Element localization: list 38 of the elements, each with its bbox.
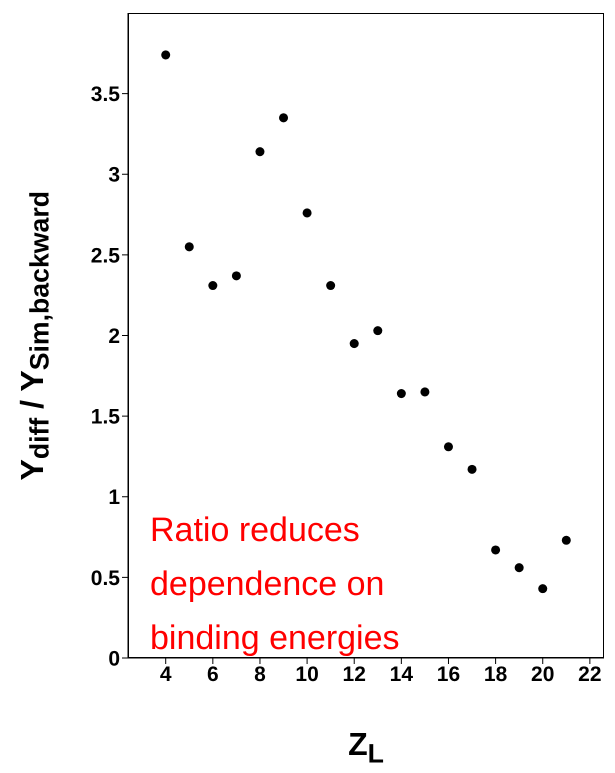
- annotation: Ratio reduces dependence on binding energies: [150, 511, 400, 657]
- point: [326, 281, 336, 290]
- y-tick-label: 0: [108, 647, 120, 670]
- x-tick-label: 16: [436, 662, 460, 686]
- x-tick-label: 12: [342, 662, 366, 686]
- y-tick-label: 1: [108, 486, 120, 510]
- point: [184, 242, 194, 252]
- x-tick-label: 18: [484, 662, 508, 686]
- point: [232, 271, 241, 280]
- y-tick-label: 3.5: [90, 83, 120, 106]
- point: [468, 464, 477, 474]
- point: [373, 326, 382, 336]
- point: [396, 389, 406, 398]
- y-tick-label: 2.5: [90, 244, 120, 268]
- x-tick-label: 10: [295, 662, 319, 686]
- point: [255, 147, 264, 156]
- point: [491, 545, 500, 554]
- point: [420, 387, 430, 396]
- x-tick-label: 22: [578, 662, 602, 686]
- point: [514, 563, 524, 572]
- y-tick-label: 3: [108, 164, 120, 187]
- point: [444, 442, 453, 452]
- x-tick-label: 14: [390, 662, 414, 686]
- x-tick-label: 20: [531, 662, 554, 686]
- x-tick-label: 4: [160, 662, 172, 686]
- x-tick-label: 8: [254, 662, 266, 686]
- y-tick-label: 2: [108, 324, 120, 348]
- point: [302, 208, 312, 218]
- point: [208, 281, 218, 290]
- point: [538, 584, 548, 594]
- y-tick-label: 0.5: [90, 566, 120, 590]
- point: [279, 113, 288, 122]
- x-tick-label: 6: [206, 662, 219, 686]
- point: [562, 536, 571, 545]
- x-axis-title: Z$_{L}$: [347, 726, 385, 770]
- y-tick-label: 1.5: [90, 406, 120, 429]
- point: [161, 50, 170, 60]
- point: [350, 339, 359, 348]
